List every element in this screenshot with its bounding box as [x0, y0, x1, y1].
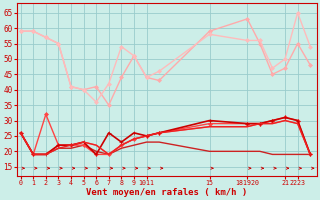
X-axis label: Vent moyen/en rafales ( km/h ): Vent moyen/en rafales ( km/h )	[86, 188, 247, 197]
